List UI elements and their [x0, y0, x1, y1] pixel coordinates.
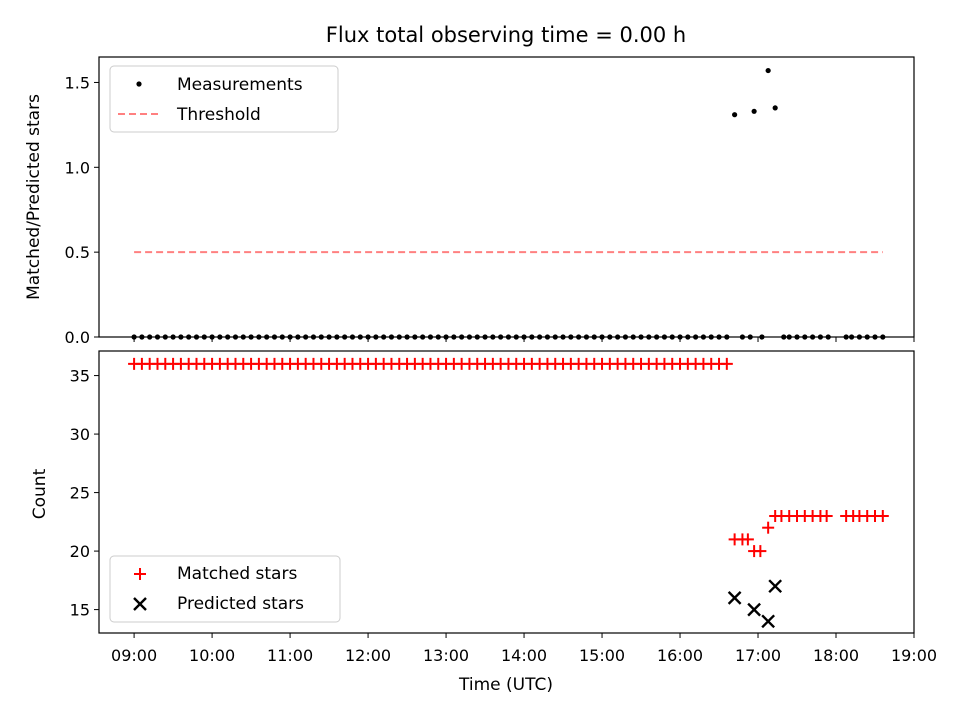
top-y-axis-label: Matched/Predicted stars: [24, 94, 44, 300]
x-tick-label: 11:00: [267, 646, 313, 665]
x-tick-label: 12:00: [345, 646, 391, 665]
bottom-panel-frame: [98, 350, 915, 634]
matched-star-point: [876, 509, 889, 522]
x-tick-label: 09:00: [111, 646, 157, 665]
x-tick-label: 16:00: [657, 646, 703, 665]
predicted-star-point: [747, 602, 761, 617]
bottom-panel: 15 20 25 30 35 09:00 10:00 11:00 12:00 13:00 14:0…: [30, 350, 937, 695]
x-tick-label: 13:00: [423, 646, 469, 665]
legend-predicted-marker: [133, 597, 147, 611]
predicted-star-point: [768, 579, 783, 594]
bottom-y-tick-label: 25: [70, 484, 90, 503]
top-y-tick-label: 0.0: [65, 328, 90, 347]
legend-threshold-label: Threshold: [176, 105, 261, 125]
bottom-y-tick-label: 35: [70, 367, 90, 386]
legend-predicted-label: Predicted stars: [177, 594, 304, 614]
bottom-legend: Matched stars Predicted stars: [109, 555, 341, 623]
matched-star-point: [820, 509, 833, 522]
legend-matched-label: Matched stars: [177, 564, 297, 584]
bottom-y-tick-label: 30: [70, 425, 90, 444]
measurement-point: [772, 105, 778, 111]
top-panel-marks: [131, 67, 886, 340]
top-y-tick-label: 1.5: [65, 73, 90, 92]
top-legend: Measurements Threshold: [109, 65, 339, 133]
x-tick-label: 15:00: [579, 646, 625, 665]
x-tick-label: 19:00: [891, 646, 937, 665]
top-y-ticks: 0.0 0.5 1.0 1.5: [65, 73, 99, 347]
legend-measurements-marker: [136, 81, 142, 87]
bottom-x-ticks: 09:00 10:00 11:00 12:00 13:00 14:00 15:00 16:00…: [111, 633, 937, 665]
measurement-point: [751, 108, 757, 114]
top-x-ticks: [133, 337, 915, 342]
x-tick-label: 10:00: [189, 646, 235, 665]
bottom-panel-marks: [128, 357, 889, 629]
measurement-point: [732, 112, 738, 118]
matched-star-point: [762, 521, 775, 534]
top-y-tick-label: 0.5: [65, 243, 90, 262]
chart-title: Flux total observing time = 0.00 h: [326, 23, 686, 47]
x-tick-label: 17:00: [735, 646, 781, 665]
predicted-star-point: [727, 591, 742, 605]
x-tick-label: 18:00: [813, 646, 859, 665]
matched-star-point: [754, 545, 767, 558]
x-axis-label: Time (UTC): [458, 675, 553, 695]
predicted-star-point: [761, 614, 776, 629]
top-legend-box: [109, 65, 339, 133]
measurement-point: [765, 67, 771, 74]
bottom-y-ticks: 15 20 25 30 35: [70, 367, 99, 620]
matched-star-point: [720, 357, 733, 370]
matched-star-point: [741, 533, 754, 546]
bottom-y-tick-label: 15: [70, 601, 90, 620]
bottom-y-tick-label: 20: [70, 542, 90, 561]
legend-matched-marker: [134, 568, 146, 580]
bottom-legend-box: [109, 555, 341, 623]
bottom-y-axis-label: Count: [30, 468, 50, 519]
legend-measurements-label: Measurements: [177, 75, 303, 95]
x-tick-label: 14:00: [501, 646, 547, 665]
top-y-tick-label: 1.0: [65, 158, 90, 177]
top-panel: 0.0 0.5 1.0 1.5 Matched/Predicted stars Mea…: [24, 56, 915, 347]
top-panel-frame: [98, 56, 915, 338]
